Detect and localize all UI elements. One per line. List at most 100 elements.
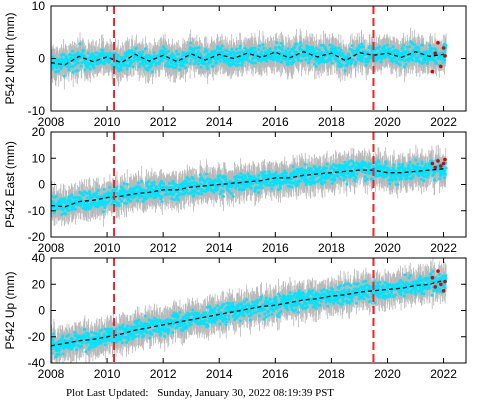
daily-point	[197, 186, 201, 190]
daily-point	[125, 55, 129, 58]
daily-point	[304, 58, 308, 62]
daily-point	[127, 336, 131, 340]
daily-point	[110, 202, 114, 206]
model-curve	[51, 50, 444, 66]
daily-point	[340, 63, 344, 67]
daily-point	[120, 186, 124, 190]
recent-point	[433, 285, 438, 289]
daily-point	[140, 179, 144, 183]
daily-point	[190, 181, 194, 185]
daily-point	[51, 55, 55, 59]
daily-point	[388, 182, 392, 186]
daily-point	[118, 197, 121, 201]
daily-point	[304, 298, 307, 302]
daily-point	[318, 303, 322, 307]
daily-point	[395, 61, 399, 65]
daily-point	[249, 186, 253, 190]
daily-point	[377, 160, 381, 164]
daily-point	[181, 329, 185, 333]
daily-point	[353, 282, 356, 286]
daily-point	[138, 186, 142, 190]
daily-point	[91, 345, 95, 349]
daily-point	[196, 53, 200, 57]
daily-point	[227, 317, 231, 321]
x-tick-label: 2012	[150, 367, 177, 381]
daily-point	[392, 163, 396, 167]
daily-point	[324, 166, 328, 170]
daily-point	[82, 54, 86, 58]
daily-point	[169, 61, 173, 65]
daily-point	[424, 50, 428, 54]
daily-point	[225, 49, 229, 53]
recent-point	[443, 157, 447, 162]
daily-point	[378, 173, 381, 177]
daily-point	[129, 58, 133, 62]
daily-point	[52, 65, 56, 69]
daily-point	[385, 43, 389, 47]
daily-point	[81, 336, 84, 340]
daily-point	[159, 332, 163, 335]
daily-point	[67, 68, 71, 72]
daily-point	[89, 339, 92, 343]
daily-point	[398, 168, 401, 172]
daily-point	[343, 160, 347, 164]
daily-point	[161, 45, 165, 49]
daily-point	[337, 290, 340, 294]
daily-point	[333, 177, 337, 181]
daily-point	[333, 46, 337, 50]
daily-point	[444, 274, 448, 277]
x-tick-label: 2012	[150, 241, 177, 255]
daily-point	[221, 51, 225, 54]
daily-point	[290, 307, 294, 311]
daily-point	[329, 58, 332, 62]
daily-point	[319, 43, 323, 47]
daily-point	[75, 339, 79, 343]
daily-point	[54, 70, 58, 74]
daily-point	[221, 195, 225, 198]
daily-point	[401, 281, 405, 285]
x-tick-label: 2018	[318, 241, 345, 255]
daily-point	[342, 288, 346, 292]
daily-point	[252, 56, 256, 60]
x-tick-label: 2012	[150, 115, 177, 129]
daily-point	[224, 323, 228, 327]
daily-point	[260, 50, 264, 54]
daily-point	[188, 61, 192, 65]
daily-point	[184, 66, 187, 70]
daily-point	[70, 193, 74, 197]
daily-point	[397, 162, 401, 166]
daily-point	[277, 292, 281, 296]
y-tick-label: 10	[32, 0, 46, 13]
daily-point	[362, 45, 365, 49]
daily-point	[299, 179, 302, 183]
daily-point	[401, 162, 405, 166]
daily-point	[399, 293, 403, 297]
daily-point	[215, 61, 219, 65]
daily-point	[424, 162, 428, 166]
daily-point	[405, 176, 409, 180]
daily-point	[419, 275, 422, 279]
daily-point	[400, 166, 404, 170]
daily-point	[351, 58, 355, 61]
daily-point	[309, 182, 313, 186]
daily-point	[314, 293, 318, 297]
daily-point	[403, 273, 407, 277]
x-tick-label: 2022	[430, 115, 457, 129]
daily-point	[206, 67, 210, 71]
daily-point	[80, 61, 84, 65]
chart-panel-2: -20 -10 0 10 20 2008 2010 2012 2014 2016 2018 2020 2…	[3, 125, 467, 255]
daily-point	[221, 189, 225, 193]
daily-point	[70, 347, 74, 351]
daily-point	[422, 179, 426, 183]
daily-point	[352, 162, 356, 166]
daily-point	[265, 59, 269, 63]
x-tick-label: 2018	[318, 115, 345, 129]
daily-point	[426, 62, 430, 65]
daily-point	[324, 46, 327, 50]
x-tick-label: 2010	[94, 367, 121, 381]
daily-point	[83, 61, 87, 65]
daily-point	[198, 173, 202, 177]
daily-point	[381, 284, 385, 288]
daily-point	[283, 169, 287, 173]
daily-point	[200, 192, 204, 196]
